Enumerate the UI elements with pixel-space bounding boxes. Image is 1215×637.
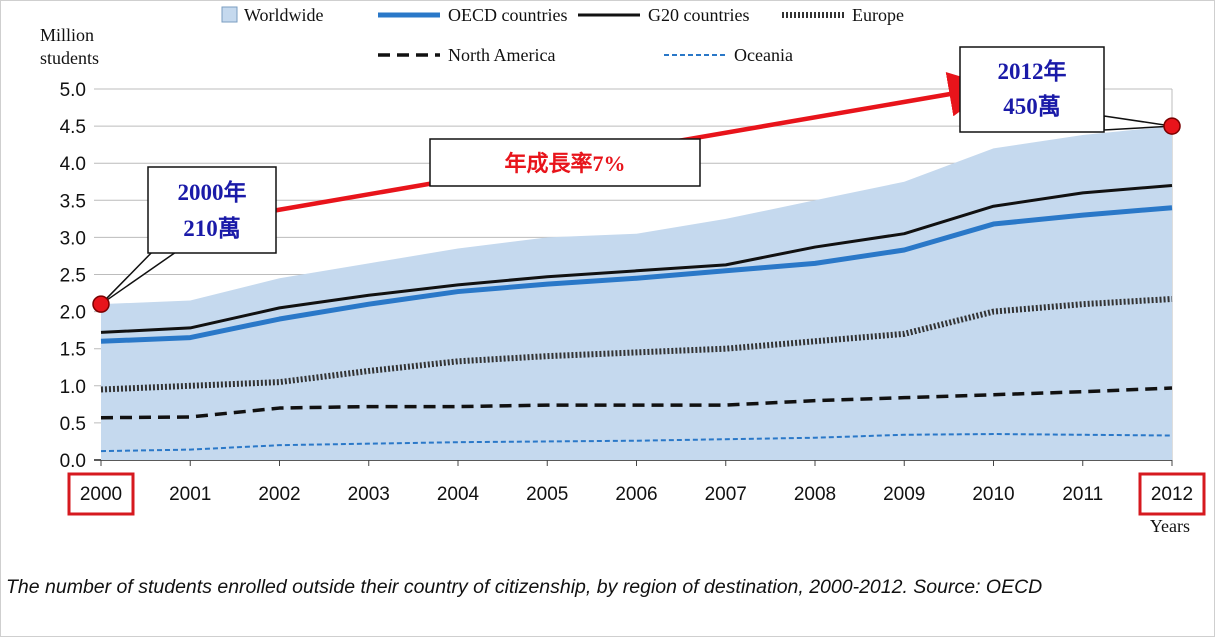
series-line-g20-countries — [100, 183, 1173, 334]
x-tick-label: 2009 — [883, 484, 925, 505]
x-tick-label: 2010 — [972, 484, 1014, 505]
y-tick-label: 2.5 — [60, 266, 86, 287]
y-unit-label: students — [40, 48, 99, 68]
y-tick-label: 5.0 — [60, 80, 86, 101]
y-unit-label: Million — [40, 25, 94, 45]
line-chart: 0.0 0.5 1.0 1.5 2.0 2.5 3.0 3.5 4.0 4.5 5.0 Million… — [40, 5, 1206, 536]
legend-label: North America — [448, 45, 555, 65]
highlight-box — [67, 472, 135, 516]
x-tick-label: 2006 — [615, 484, 657, 505]
legend-label: Europe — [852, 5, 904, 25]
legend-label: OECD countries — [448, 5, 567, 25]
legend-label: G20 countries — [648, 5, 749, 25]
x-tick-label: 2008 — [794, 484, 836, 505]
y-tick-label: 1.5 — [60, 340, 86, 361]
series-area-worldwide — [101, 126, 1172, 460]
x-tick-label: 2001 — [169, 484, 211, 505]
y-tick-label: 1.0 — [60, 377, 86, 398]
x-tick-label: 2007 — [705, 484, 747, 505]
x-tick-label: 2004 — [437, 484, 480, 505]
callout-label-start-year: 2000年 — [178, 179, 247, 205]
y-tick-label: 3.5 — [60, 191, 86, 212]
marker-end — [1163, 117, 1181, 135]
callout-label-start-value: 210萬 — [183, 216, 241, 241]
x-axis-label: Years — [1150, 516, 1190, 536]
legend-label: Worldwide — [244, 5, 324, 25]
x-tick-label: 2011 — [1062, 484, 1103, 505]
figure-caption: The number of students enrolled outside … — [6, 576, 1043, 598]
x-tick-label: 2002 — [258, 484, 300, 505]
x-tick-label: 2005 — [526, 484, 568, 505]
callout-label-end-value: 450萬 — [1003, 94, 1061, 119]
highlight-box — [1138, 472, 1206, 516]
growth-label-box — [429, 138, 701, 187]
y-tick-label: 0.0 — [60, 451, 86, 472]
x-tick-label: 2000 — [80, 484, 122, 505]
callout-pointer — [100, 245, 178, 305]
series-line-europe — [100, 295, 1173, 393]
legend-swatch-area — [221, 6, 238, 23]
legend-label: Oceania — [734, 45, 793, 65]
x-tick-label: 2012 — [1151, 484, 1193, 505]
callout-box-end — [959, 46, 1105, 133]
y-tick-label: 4.5 — [60, 117, 86, 138]
y-tick-label: 4.0 — [60, 154, 86, 175]
growth-label: 年成長率7% — [504, 151, 625, 176]
y-tick-label: 2.0 — [60, 303, 86, 324]
y-tick-label: 0.5 — [60, 414, 86, 435]
legend: Worldwide OECD countries G20 countries Euro… — [221, 5, 904, 65]
callout-label-end-year: 2012年 — [998, 58, 1067, 84]
y-tick-label: 3.0 — [60, 228, 86, 249]
series-line-north-america — [100, 386, 1173, 420]
callout-box-start — [147, 166, 277, 254]
marker-start — [92, 295, 110, 313]
series-line-oecd-countries — [100, 205, 1173, 344]
x-tick-label: 2003 — [348, 484, 390, 505]
series-line-oceania — [100, 433, 1173, 453]
